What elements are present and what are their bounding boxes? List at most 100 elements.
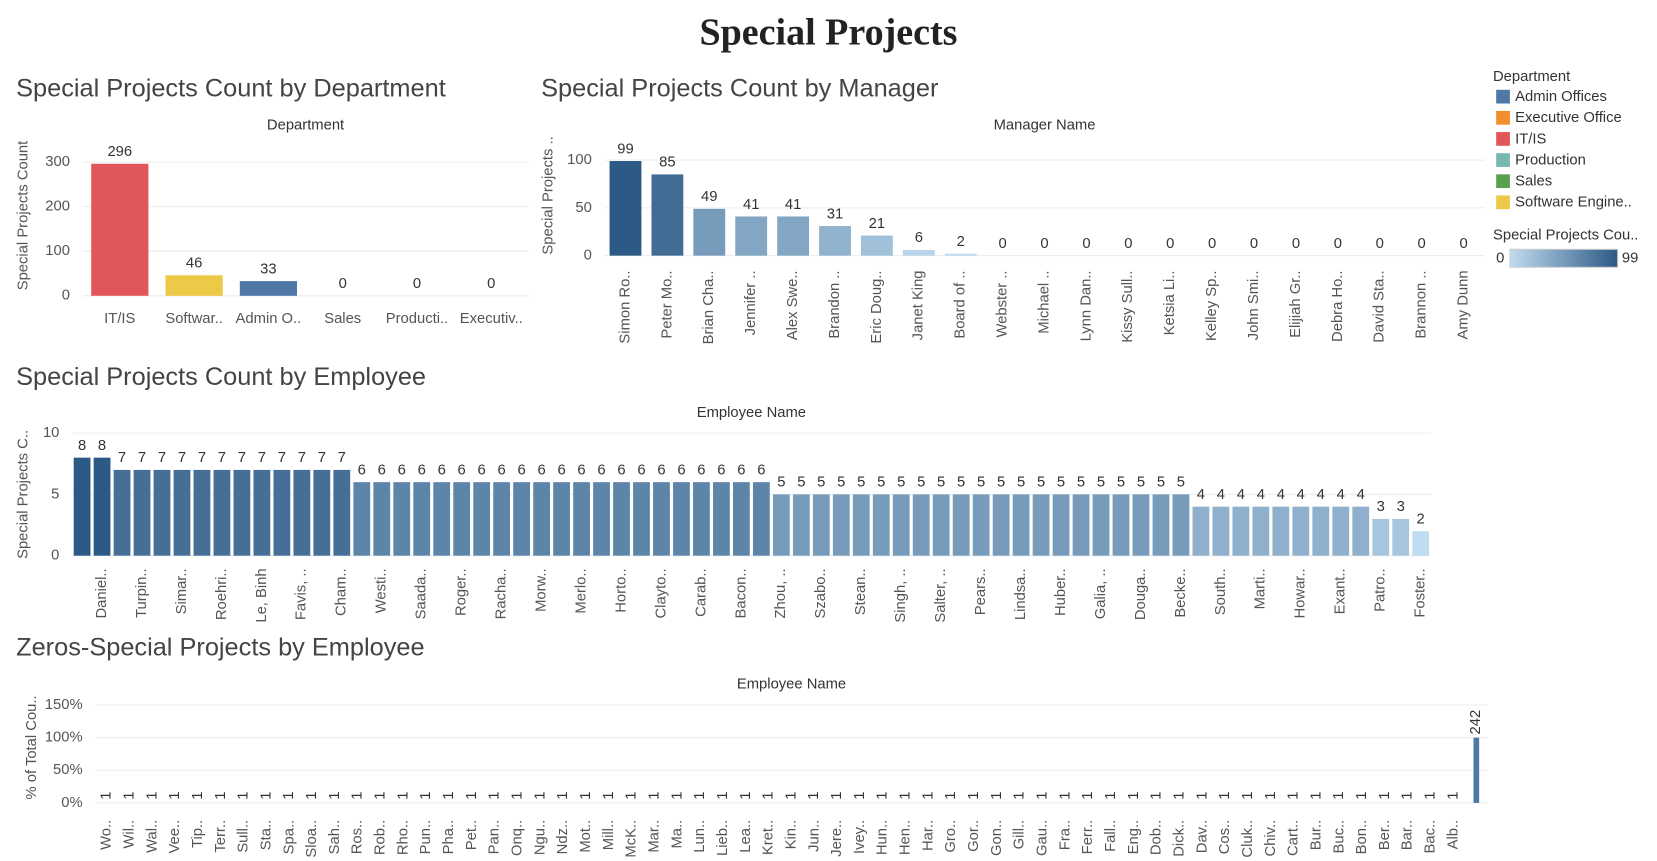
data-label: 31: [827, 206, 843, 222]
y-tick-label: 0: [62, 288, 70, 304]
y-tick-label: 10: [43, 425, 59, 441]
bar: [93, 457, 111, 556]
bar: [613, 482, 630, 556]
data-label: 99: [617, 141, 633, 157]
data-label: 1: [1012, 791, 1028, 799]
x-tick-label: Debra Ho..: [1330, 270, 1346, 341]
bar: [932, 494, 950, 556]
bar: [902, 249, 935, 256]
bar: [713, 482, 730, 556]
bar: [812, 494, 830, 556]
data-label: 6: [697, 462, 705, 478]
bar: [553, 482, 570, 556]
data-label: 1: [190, 791, 206, 799]
x-tick-label: Rho..: [395, 820, 411, 855]
x-tick-label: Lindsa..: [1013, 568, 1029, 620]
legend-title: Department: [1493, 69, 1570, 85]
data-label: 49: [701, 189, 717, 205]
bar: [772, 494, 790, 556]
bar: [353, 482, 371, 556]
bar: [1392, 518, 1410, 556]
color-legend-title: Special Projects Cou..: [1493, 227, 1638, 243]
data-label: 8: [78, 438, 86, 454]
data-label: 1: [1240, 791, 1256, 799]
x-tick-label: Clayto..: [653, 568, 669, 618]
data-label: 1: [624, 791, 640, 799]
data-label: 6: [398, 462, 406, 478]
bar: [609, 161, 642, 256]
bar: [453, 482, 471, 556]
data-label: 4: [1237, 487, 1245, 503]
bar: [1252, 506, 1270, 556]
y-tick-label: 50%: [53, 762, 83, 778]
data-label: 1: [1331, 791, 1347, 799]
x-tick-label: Dav..: [1194, 820, 1210, 853]
bar: [1012, 494, 1030, 556]
bar: [493, 482, 511, 556]
data-label: 4: [1317, 487, 1325, 503]
x-tick-label: Ferr..: [1080, 820, 1096, 855]
x-tick-label: Softwar..: [165, 311, 223, 327]
data-label: 1: [1377, 791, 1393, 799]
x-tick-label: Rob..: [373, 820, 389, 855]
data-label: 6: [617, 462, 625, 478]
x-tick-label: Foster..: [1413, 568, 1429, 617]
x-tick-label: Salter, ..: [933, 568, 949, 622]
x-tick-label: Lea..: [738, 820, 754, 853]
legend-label: Software Engine..: [1515, 195, 1632, 211]
bar: [1192, 506, 1210, 556]
bar: [253, 469, 271, 556]
data-label: 1: [601, 791, 617, 799]
x-tick-label: Jennifer ..: [743, 270, 759, 335]
x-tick-label: McK..: [624, 820, 640, 858]
x-tick-label: Vee..: [167, 820, 183, 854]
data-label: 1: [555, 791, 571, 799]
data-label: 6: [557, 462, 565, 478]
data-label: 5: [1097, 475, 1105, 491]
bar: [113, 469, 131, 556]
x-tick-label: Brandon ..: [827, 270, 843, 338]
data-label: 7: [258, 450, 266, 466]
x-tick-label: Bacon..: [733, 568, 749, 618]
x-tick-label: Pet..: [464, 820, 480, 850]
x-tick-label: Kissy Sull..: [1120, 270, 1136, 342]
data-label: 2: [957, 234, 965, 250]
data-label: 6: [915, 230, 923, 246]
x-tick-label: Marti..: [1253, 568, 1269, 609]
data-label: 1: [829, 791, 845, 799]
bar: [233, 469, 251, 556]
x-tick-label: Wil..: [121, 820, 137, 849]
bar: [153, 469, 171, 556]
y-tick-label: 200: [45, 198, 70, 214]
bar: [593, 482, 610, 556]
bar: [732, 482, 750, 556]
legend-swatch: [1496, 132, 1510, 146]
data-label: 5: [937, 475, 945, 491]
data-label: 6: [717, 462, 725, 478]
x-tick-label: Sales: [324, 311, 361, 327]
x-tick-label: Alb..: [1445, 820, 1461, 850]
x-tick-label: Pan..: [487, 820, 503, 855]
x-tick-label: Jun..: [806, 820, 822, 852]
bar: [792, 494, 810, 556]
y-tick-label: 5: [51, 486, 59, 502]
x-tick-label: Pha..: [441, 820, 457, 855]
y-tick-label: 50: [575, 200, 591, 216]
data-label: 7: [218, 450, 226, 466]
data-label: 5: [1177, 475, 1185, 491]
x-tick-label: Roehri..: [214, 568, 230, 620]
x-tick-label: Roger..: [454, 568, 470, 616]
data-label: 5: [1137, 475, 1145, 491]
bar: [533, 482, 550, 556]
x-tick-label: Ivey..: [852, 820, 868, 854]
x-tick-label: Merlo..: [573, 568, 589, 613]
data-label: 0: [1250, 236, 1258, 252]
bar: [373, 482, 391, 556]
data-label: 6: [637, 462, 645, 478]
bar: [952, 494, 970, 556]
x-tick-label: Patro..: [1373, 568, 1389, 612]
data-label: 1: [395, 791, 411, 799]
bar: [173, 469, 191, 556]
data-label: 1: [304, 791, 320, 799]
